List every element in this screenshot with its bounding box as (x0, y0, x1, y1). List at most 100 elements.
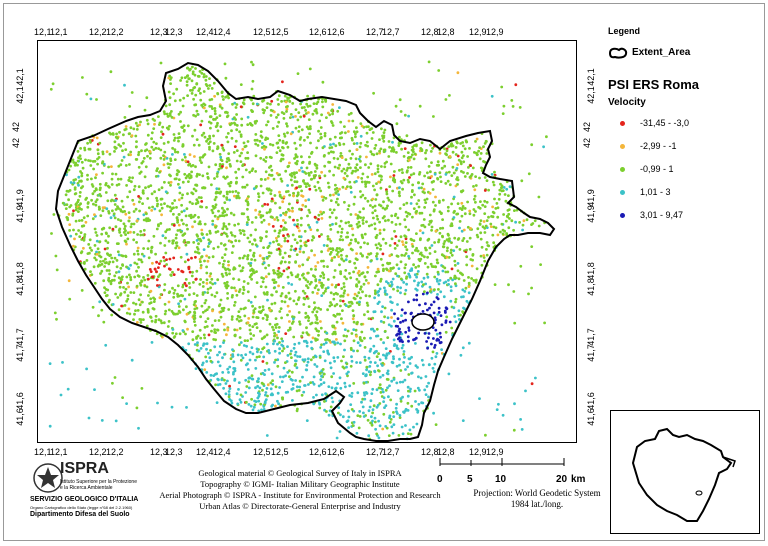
velocity-point (78, 219, 81, 223)
velocity-point (126, 281, 129, 285)
velocity-point (453, 236, 457, 240)
velocity-point (76, 159, 80, 163)
velocity-point (51, 82, 55, 86)
velocity-point (454, 282, 457, 286)
velocity-point (139, 258, 143, 262)
velocity-point (301, 263, 305, 267)
velocity-point (344, 187, 348, 191)
velocity-point (363, 180, 367, 184)
velocity-point (242, 141, 246, 145)
velocity-point (108, 272, 111, 276)
velocity-point (411, 245, 415, 248)
velocity-point (398, 98, 402, 102)
velocity-point (243, 254, 246, 258)
velocity-point (185, 207, 189, 211)
velocity-point (452, 216, 456, 219)
velocity-point (373, 420, 377, 424)
velocity-point (287, 329, 290, 332)
velocity-point (405, 282, 408, 286)
velocity-point (50, 232, 53, 235)
velocity-point (59, 393, 63, 397)
velocity-point (399, 291, 402, 295)
velocity-point (169, 159, 173, 162)
velocity-point (394, 104, 398, 108)
velocity-point (437, 306, 441, 310)
velocity-point (114, 419, 118, 423)
velocity-point (355, 277, 359, 281)
velocity-point (209, 272, 213, 275)
velocity-point (154, 175, 158, 178)
velocity-point (188, 270, 192, 274)
velocity-point (265, 291, 269, 294)
lake-albano (411, 313, 435, 331)
velocity-point (318, 372, 322, 375)
velocity-point (168, 124, 171, 128)
velocity-point (401, 432, 405, 436)
velocity-point (190, 191, 194, 195)
velocity-point (350, 171, 354, 175)
velocity-point (401, 319, 405, 323)
velocity-point (320, 281, 323, 285)
velocity-point (231, 190, 235, 194)
velocity-point (195, 138, 199, 141)
velocity-point (86, 214, 90, 218)
velocity-point (306, 360, 310, 364)
velocity-point (181, 104, 185, 108)
velocity-point (404, 368, 407, 371)
velocity-point (322, 291, 325, 295)
velocity-point (124, 254, 127, 258)
velocity-point (337, 255, 340, 258)
velocity-point (274, 358, 277, 362)
velocity-point (304, 311, 308, 315)
velocity-point (404, 318, 407, 322)
velocity-point (190, 274, 194, 278)
velocity-point (467, 285, 471, 288)
velocity-point (411, 183, 415, 187)
velocity-point (216, 121, 219, 125)
velocity-point (232, 360, 236, 364)
velocity-point (163, 244, 167, 247)
velocity-point (244, 168, 248, 172)
velocity-point (456, 202, 460, 206)
velocity-point (264, 398, 268, 401)
velocity-point (206, 245, 210, 248)
velocity-point (374, 350, 377, 354)
bottom-tick-label: 12,3 (150, 447, 168, 457)
map-panel[interactable] (37, 40, 577, 443)
velocity-point (258, 305, 262, 309)
velocity-point (102, 279, 106, 283)
velocity-point (99, 260, 102, 263)
velocity-point (437, 238, 441, 242)
velocity-point (320, 212, 324, 216)
velocity-point (87, 243, 91, 246)
velocity-point (399, 321, 402, 324)
velocity-point (359, 252, 363, 256)
velocity-point (376, 270, 380, 274)
velocity-point (267, 272, 271, 276)
velocity-point (319, 136, 323, 140)
velocity-point (406, 166, 410, 169)
velocity-point (193, 320, 196, 323)
velocity-point (475, 267, 479, 271)
velocity-point (347, 162, 351, 166)
velocity-point (150, 192, 154, 196)
velocity-point (240, 354, 243, 357)
velocity-point (76, 150, 80, 153)
velocity-point (149, 249, 153, 253)
velocity-point (242, 102, 246, 106)
velocity-point (499, 182, 502, 186)
velocity-point (373, 361, 377, 364)
velocity-point (323, 132, 327, 135)
velocity-point (246, 140, 250, 143)
velocity-point (147, 185, 150, 189)
velocity-point (155, 199, 159, 203)
velocity-point (319, 274, 323, 278)
velocity-point (95, 239, 99, 243)
velocity-point (440, 348, 443, 351)
velocity-point (134, 145, 138, 149)
velocity-point (117, 308, 121, 312)
velocity-point (164, 236, 167, 240)
velocity-point (279, 307, 283, 310)
velocity-point (522, 219, 526, 223)
velocity-point (246, 255, 250, 258)
